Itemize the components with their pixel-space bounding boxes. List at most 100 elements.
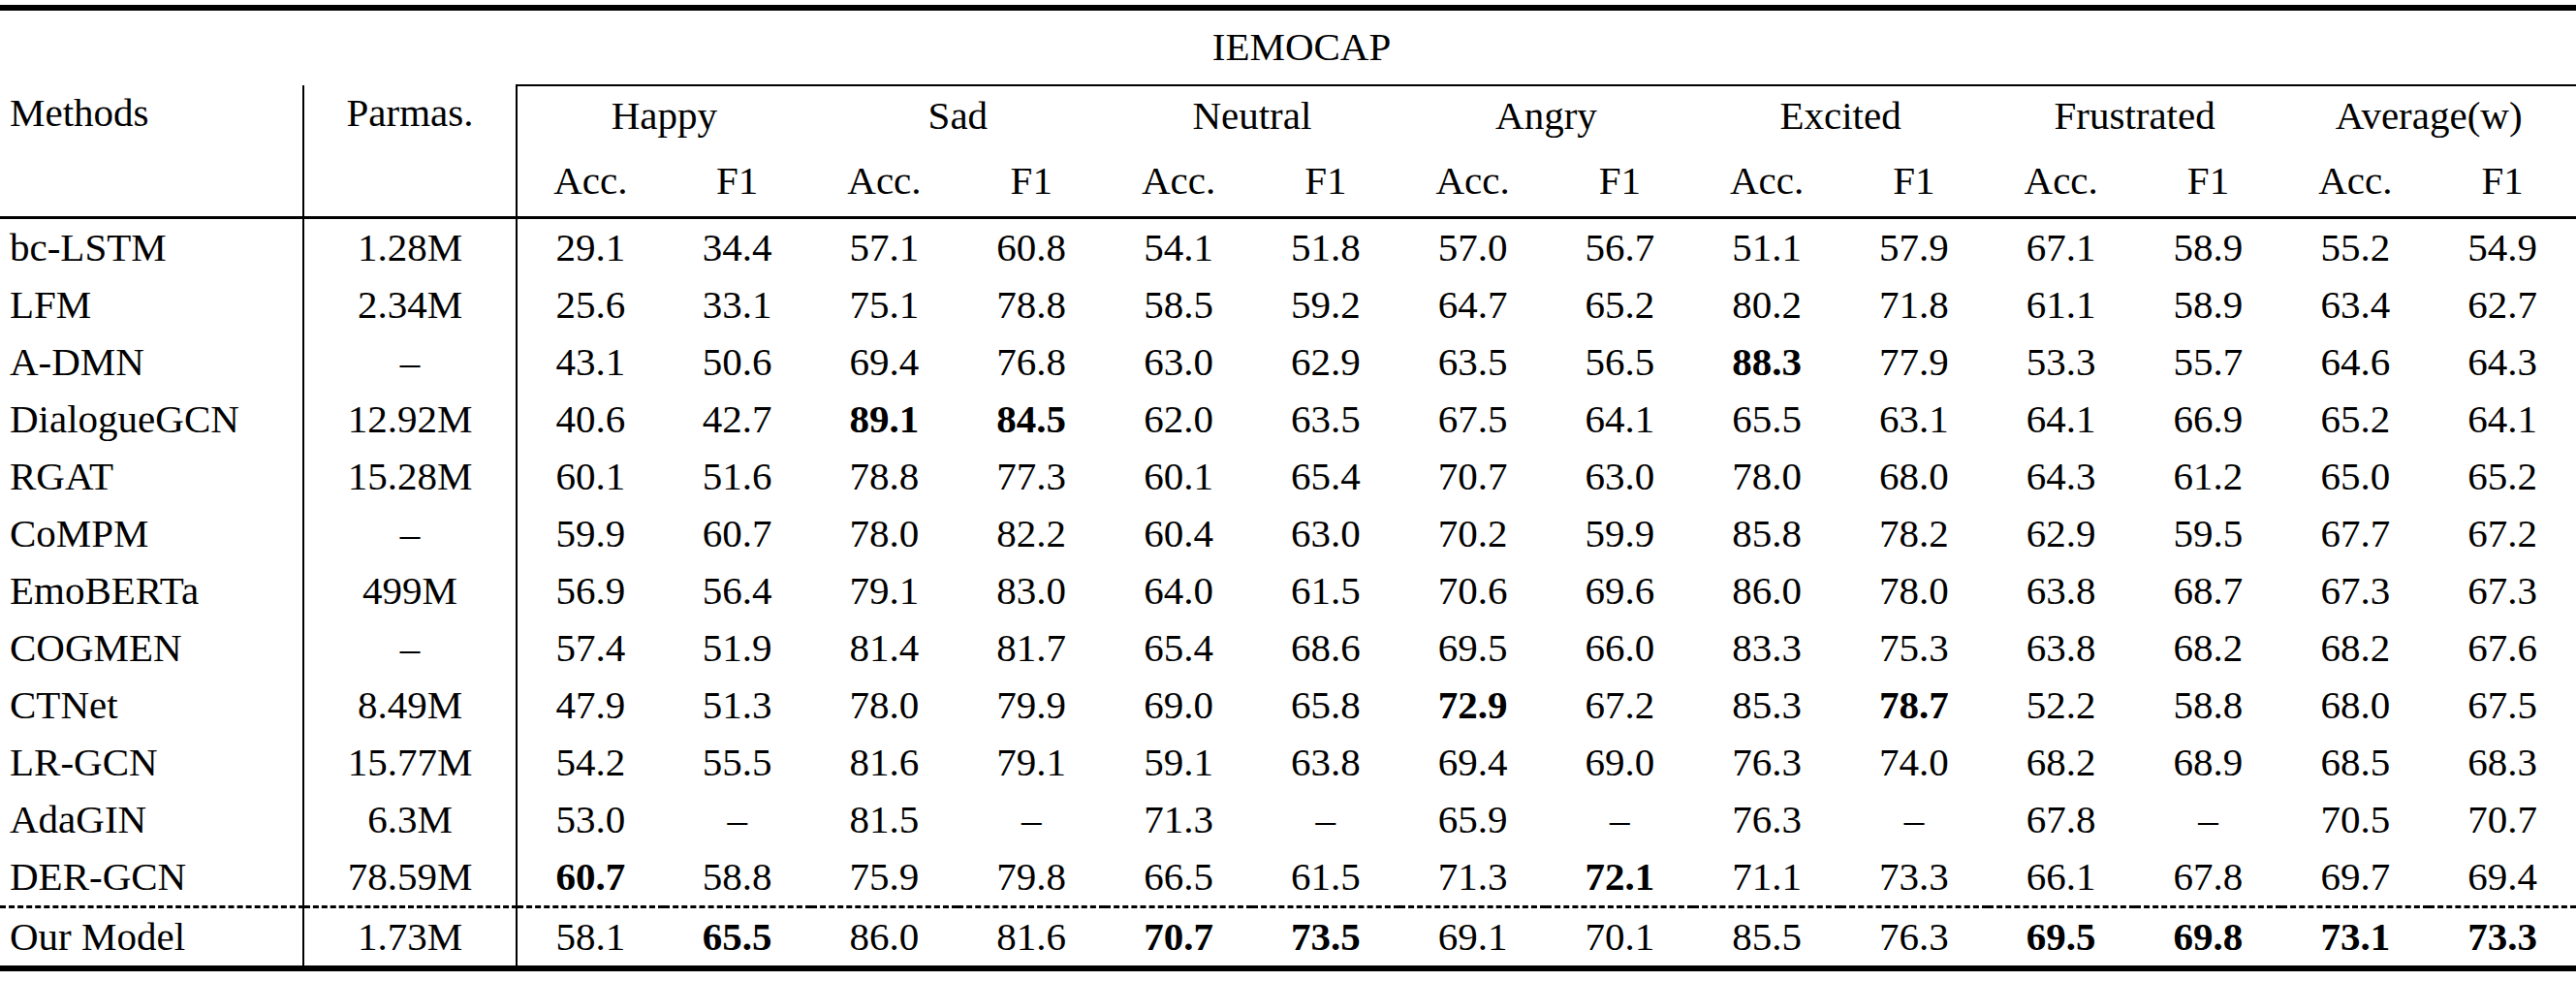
cell-value: 65.9 xyxy=(1399,791,1547,848)
cell-value: 69.4 xyxy=(1399,734,1547,791)
cell-value: 55.5 xyxy=(664,734,811,791)
cell-value: 78.0 xyxy=(1693,448,1840,505)
cell-value: 58.1 xyxy=(517,907,664,969)
cell-value: 73.5 xyxy=(1252,907,1399,969)
cell-value: 58.5 xyxy=(1105,276,1252,333)
cell-value: 68.6 xyxy=(1252,619,1399,677)
cell-value: 79.9 xyxy=(958,677,1105,734)
subheader-f1: F1 xyxy=(1252,146,1399,218)
cell-value: 55.7 xyxy=(2135,333,2282,391)
cell-value: 76.3 xyxy=(1840,907,1988,969)
cell-value: 42.7 xyxy=(664,391,811,448)
cell-value: 65.8 xyxy=(1252,677,1399,734)
cell-value: 57.4 xyxy=(517,619,664,677)
cell-value: 51.6 xyxy=(664,448,811,505)
cell-value: 65.2 xyxy=(2429,448,2576,505)
table-row: LFM2.34M25.633.175.178.858.559.264.765.2… xyxy=(0,276,2576,333)
cell-value: 61.5 xyxy=(1252,848,1399,907)
results-table: IEMOCAP Methods Parmas. HappySadNeutralA… xyxy=(0,5,2576,971)
cell-value: 82.2 xyxy=(958,505,1105,562)
cell-value: 67.8 xyxy=(2135,848,2282,907)
params-value: – xyxy=(303,333,517,391)
cell-value: 81.6 xyxy=(811,734,958,791)
cell-value: 86.0 xyxy=(1693,562,1840,619)
cell-value: 70.1 xyxy=(1546,907,1693,969)
cell-value: 71.8 xyxy=(1840,276,1988,333)
params-value: 499M xyxy=(303,562,517,619)
cell-value: 40.6 xyxy=(517,391,664,448)
cell-value: 65.2 xyxy=(1546,276,1693,333)
cell-value: 69.4 xyxy=(2429,848,2576,907)
cell-value: 78.8 xyxy=(958,276,1105,333)
params-value: 2.34M xyxy=(303,276,517,333)
group-header-average-w: Average(w) xyxy=(2281,85,2576,146)
cell-value: 81.4 xyxy=(811,619,958,677)
cell-value: 68.2 xyxy=(2281,619,2429,677)
cell-value: 76.3 xyxy=(1693,791,1840,848)
cell-value: 57.1 xyxy=(811,218,958,277)
cell-value: 67.8 xyxy=(1988,791,2135,848)
cell-value: 71.3 xyxy=(1399,848,1547,907)
cell-value: 64.3 xyxy=(1988,448,2135,505)
cell-value: 73.3 xyxy=(1840,848,1988,907)
cell-value: 79.1 xyxy=(958,734,1105,791)
cell-value: 73.1 xyxy=(2281,907,2429,969)
cell-value: 63.4 xyxy=(2281,276,2429,333)
cell-value: 59.5 xyxy=(2135,505,2282,562)
cell-value: 81.6 xyxy=(958,907,1105,969)
method-name: Our Model xyxy=(0,907,303,969)
cell-value: 65.2 xyxy=(2281,391,2429,448)
cell-value: 68.2 xyxy=(1988,734,2135,791)
cell-value: 25.6 xyxy=(517,276,664,333)
col-header-methods: Methods xyxy=(0,85,303,218)
cell-value: 81.5 xyxy=(811,791,958,848)
method-name: LR-GCN xyxy=(0,734,303,791)
cell-value: 70.2 xyxy=(1399,505,1547,562)
cell-value: 60.7 xyxy=(664,505,811,562)
cell-value: 60.7 xyxy=(517,848,664,907)
cell-value: 69.5 xyxy=(1399,619,1547,677)
subheader-f1: F1 xyxy=(1546,146,1693,218)
cell-value: 67.7 xyxy=(2281,505,2429,562)
cell-value: 65.4 xyxy=(1252,448,1399,505)
cell-value: 63.8 xyxy=(1252,734,1399,791)
cell-value: 85.5 xyxy=(1693,907,1840,969)
cell-value: 84.5 xyxy=(958,391,1105,448)
cell-value: 69.0 xyxy=(1105,677,1252,734)
cell-value: 85.8 xyxy=(1693,505,1840,562)
cell-value: 71.3 xyxy=(1105,791,1252,848)
cell-value: 70.7 xyxy=(1399,448,1547,505)
method-name: LFM xyxy=(0,276,303,333)
method-name: CoMPM xyxy=(0,505,303,562)
cell-value: 67.6 xyxy=(2429,619,2576,677)
cell-value: 57.9 xyxy=(1840,218,1988,277)
params-value: 1.73M xyxy=(303,907,517,969)
cell-value: 34.4 xyxy=(664,218,811,277)
cell-value: 64.1 xyxy=(1988,391,2135,448)
cell-value: 60.4 xyxy=(1105,505,1252,562)
cell-value: 63.5 xyxy=(1399,333,1547,391)
cell-value: 78.2 xyxy=(1840,505,1988,562)
cell-value: 79.1 xyxy=(811,562,958,619)
method-name: bc-LSTM xyxy=(0,218,303,277)
table-row: CTNet8.49M47.951.378.079.969.065.872.967… xyxy=(0,677,2576,734)
subheader-acc: Acc. xyxy=(517,146,664,218)
table-row: RGAT15.28M60.151.678.877.360.165.470.763… xyxy=(0,448,2576,505)
cell-value: 58.9 xyxy=(2135,276,2282,333)
table-row: EmoBERTa499M56.956.479.183.064.061.570.6… xyxy=(0,562,2576,619)
cell-value: 62.7 xyxy=(2429,276,2576,333)
cell-value: 61.1 xyxy=(1988,276,2135,333)
subheader-f1: F1 xyxy=(664,146,811,218)
cell-value: 60.1 xyxy=(1105,448,1252,505)
method-name: AdaGIN xyxy=(0,791,303,848)
dataset-header-row: IEMOCAP xyxy=(0,8,2576,85)
cell-value: 57.0 xyxy=(1399,218,1547,277)
table-row: AdaGIN6.3M53.0–81.5–71.3–65.9–76.3–67.8–… xyxy=(0,791,2576,848)
cell-value: 77.9 xyxy=(1840,333,1988,391)
cell-value: 64.1 xyxy=(2429,391,2576,448)
cell-value: 66.0 xyxy=(1546,619,1693,677)
cell-value: 43.1 xyxy=(517,333,664,391)
cell-value: 76.3 xyxy=(1693,734,1840,791)
cell-value: 61.5 xyxy=(1252,562,1399,619)
cell-value: 69.5 xyxy=(1988,907,2135,969)
